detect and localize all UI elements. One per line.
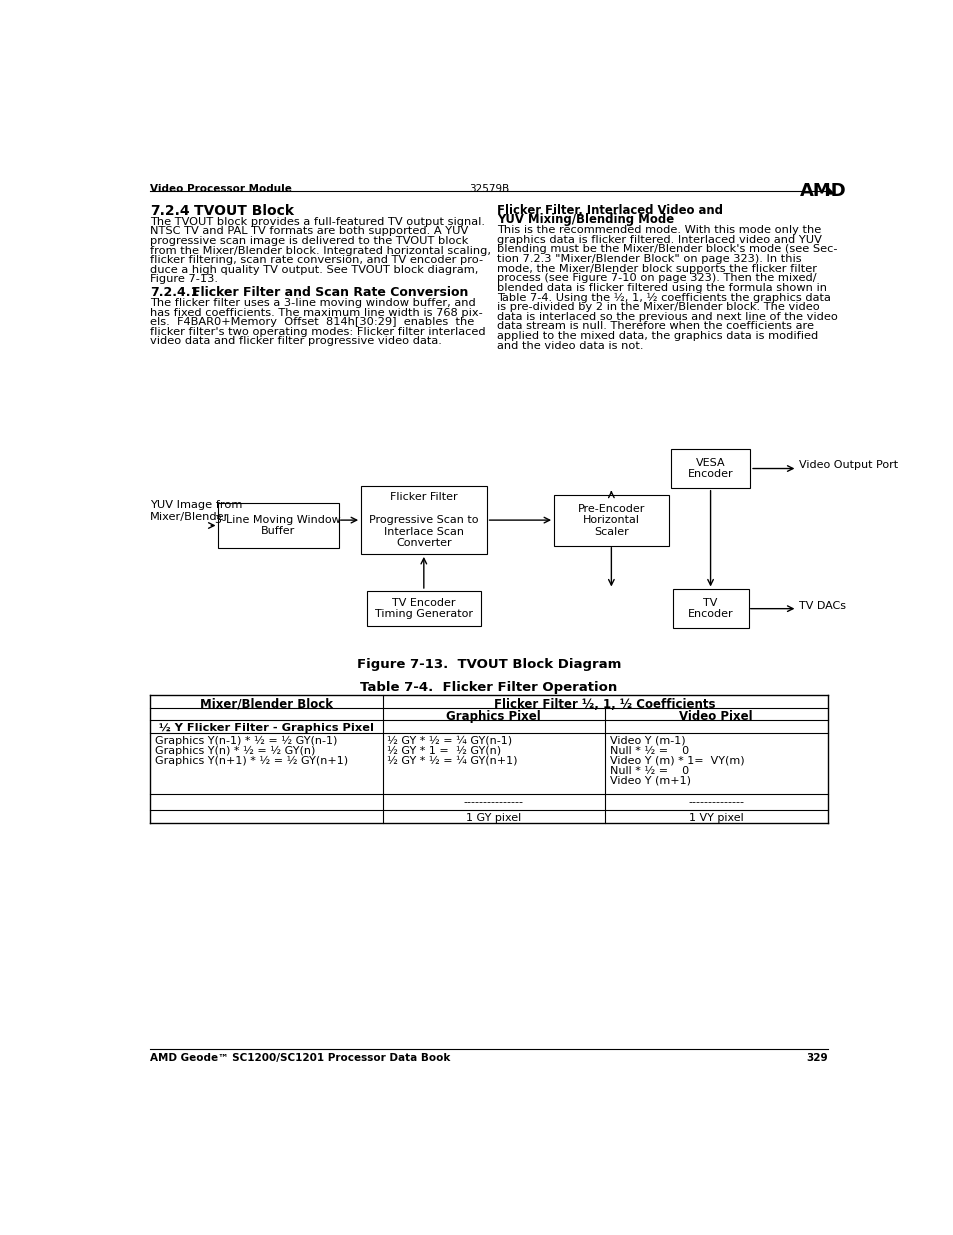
- Text: This is the recommended mode. With this mode only the: This is the recommended mode. With this …: [497, 225, 821, 235]
- Text: graphics data is flicker filtered. Interlaced video and YUV: graphics data is flicker filtered. Inter…: [497, 235, 821, 245]
- Bar: [360, 487, 486, 555]
- Text: flicker filter's two operating modes: Flicker filter interlaced: flicker filter's two operating modes: Fl…: [150, 327, 485, 337]
- Text: ½ Y Flicker Filter - Graphics Pixel: ½ Y Flicker Filter - Graphics Pixel: [159, 722, 374, 732]
- Text: Flicker Filter and Scan Rate Conversion: Flicker Filter and Scan Rate Conversion: [192, 287, 468, 299]
- Text: ◣: ◣: [825, 182, 835, 195]
- Text: Flicker Filter, Interlaced Video and: Flicker Filter, Interlaced Video and: [497, 204, 722, 216]
- Text: --------------: --------------: [687, 798, 743, 808]
- Bar: [367, 592, 480, 626]
- Text: process (see Figure 7-10 on page 323). Then the mixed/: process (see Figure 7-10 on page 323). T…: [497, 273, 816, 283]
- Text: Video Y (m-1): Video Y (m-1): [609, 736, 685, 746]
- Text: Video Output Port: Video Output Port: [798, 461, 897, 471]
- Text: has fixed coefficients. The maximum line width is 768 pix-: has fixed coefficients. The maximum line…: [150, 308, 482, 317]
- Text: duce a high quality TV output. See TVOUT block diagram,: duce a high quality TV output. See TVOUT…: [150, 264, 478, 275]
- Text: AMD: AMD: [799, 182, 845, 200]
- Text: Video Pixel: Video Pixel: [679, 710, 752, 724]
- Text: mode, the Mixer/Blender block supports the flicker filter: mode, the Mixer/Blender block supports t…: [497, 264, 816, 274]
- Text: YUV Image from
Mixer/Blender: YUV Image from Mixer/Blender: [150, 500, 242, 521]
- Text: is pre-divided by 2 in the Mixer/Blender block. The video: is pre-divided by 2 in the Mixer/Blender…: [497, 303, 819, 312]
- Text: Graphics Pixel: Graphics Pixel: [446, 710, 540, 724]
- Text: Null * ½ =    0: Null * ½ = 0: [609, 766, 688, 776]
- Text: 3-Line Moving Window
Buffer: 3-Line Moving Window Buffer: [215, 515, 340, 536]
- Text: data stream is null. Therefore when the coefficients are: data stream is null. Therefore when the …: [497, 321, 813, 331]
- Text: NTSC TV and PAL TV formats are both supported. A YUV: NTSC TV and PAL TV formats are both supp…: [150, 226, 468, 236]
- Text: Figure 7-13.: Figure 7-13.: [150, 274, 218, 284]
- Text: AMD Geode™ SC1200/SC1201 Processor Data Book: AMD Geode™ SC1200/SC1201 Processor Data …: [150, 1053, 450, 1063]
- Text: 1 GY pixel: 1 GY pixel: [465, 813, 520, 823]
- Text: Table 7-4.  Flicker Filter Operation: Table 7-4. Flicker Filter Operation: [360, 680, 617, 694]
- Text: 1 VY pixel: 1 VY pixel: [688, 813, 742, 823]
- Text: tion 7.2.3 "Mixer/Blender Block" on page 323). In this: tion 7.2.3 "Mixer/Blender Block" on page…: [497, 254, 801, 264]
- Text: Pre-Encoder
Horizontal
Scaler: Pre-Encoder Horizontal Scaler: [578, 504, 644, 537]
- Text: TV DACs: TV DACs: [798, 600, 845, 610]
- Text: ---------------: ---------------: [463, 798, 523, 808]
- Text: Graphics Y(n-1) * ½ = ½ GY(n-1): Graphics Y(n-1) * ½ = ½ GY(n-1): [154, 736, 337, 746]
- Text: Flicker Filter ½, 1, ½ Coefficients: Flicker Filter ½, 1, ½ Coefficients: [494, 698, 715, 711]
- Text: Graphics Y(n+1) * ½ = ½ GY(n+1): Graphics Y(n+1) * ½ = ½ GY(n+1): [154, 756, 348, 766]
- Text: 7.2.4.1: 7.2.4.1: [150, 287, 199, 299]
- Text: Mixer/Blender Block: Mixer/Blender Block: [200, 698, 333, 711]
- Bar: [673, 589, 748, 627]
- Text: 329: 329: [805, 1053, 827, 1063]
- Text: 7.2.4: 7.2.4: [150, 204, 190, 217]
- Text: ½ GY * 1 =: ½ GY * 1 =: [387, 746, 449, 756]
- Text: from the Mixer/Blender block. Integrated horizontal scaling,: from the Mixer/Blender block. Integrated…: [150, 246, 491, 256]
- Text: blending must be the Mixer/Blender block's mode (see Sec-: blending must be the Mixer/Blender block…: [497, 245, 837, 254]
- Text: blended data is flicker filtered using the formula shown in: blended data is flicker filtered using t…: [497, 283, 826, 293]
- Bar: [554, 495, 668, 546]
- Text: Table 7-4. Using the ½, 1, ½ coefficients the graphics data: Table 7-4. Using the ½, 1, ½ coefficient…: [497, 293, 830, 303]
- Text: Figure 7-13.  TVOUT Block Diagram: Figure 7-13. TVOUT Block Diagram: [356, 658, 620, 671]
- Text: ½ GY * ½ =: ½ GY * ½ =: [387, 756, 453, 766]
- Text: Graphics Y(n) * ½ = ½ GY(n): Graphics Y(n) * ½ = ½ GY(n): [154, 746, 314, 756]
- Text: YUV Mixing/Blending Mode: YUV Mixing/Blending Mode: [497, 214, 673, 226]
- Text: Video Y (m+1): Video Y (m+1): [609, 776, 690, 785]
- Bar: [670, 450, 749, 488]
- Text: Null * ½ =    0: Null * ½ = 0: [609, 746, 688, 756]
- Text: data is interlaced so the previous and next line of the video: data is interlaced so the previous and n…: [497, 311, 837, 322]
- Text: VESA
Encoder: VESA Encoder: [687, 458, 733, 479]
- Text: Flicker Filter

Progressive Scan to
Interlace Scan
Converter: Flicker Filter Progressive Scan to Inter…: [369, 492, 478, 548]
- Text: progressive scan image is delivered to the TVOUT block: progressive scan image is delivered to t…: [150, 236, 468, 246]
- Text: and the video data is not.: and the video data is not.: [497, 341, 642, 351]
- Text: ½ GY * ½ =: ½ GY * ½ =: [387, 736, 453, 746]
- Text: TVOUT Block: TVOUT Block: [194, 204, 294, 217]
- Text: Video Processor Module: Video Processor Module: [150, 184, 292, 194]
- Bar: [218, 503, 338, 548]
- Text: ¼ GY(n+1): ¼ GY(n+1): [456, 756, 517, 766]
- Text: The TVOUT block provides a full-featured TV output signal.: The TVOUT block provides a full-featured…: [150, 216, 485, 227]
- Text: applied to the mixed data, the graphics data is modified: applied to the mixed data, the graphics …: [497, 331, 817, 341]
- Text: The flicker filter uses a 3-line moving window buffer, and: The flicker filter uses a 3-line moving …: [150, 298, 476, 308]
- Text: 32579B: 32579B: [468, 184, 509, 194]
- Text: els.  F4BAR0+Memory  Offset  814h[30:29]  enables  the: els. F4BAR0+Memory Offset 814h[30:29] en…: [150, 317, 474, 327]
- Text: video data and flicker filter progressive video data.: video data and flicker filter progressiv…: [150, 336, 441, 347]
- Text: ½ GY(n): ½ GY(n): [456, 746, 501, 756]
- Text: flicker filtering, scan rate conversion, and TV encoder pro-: flicker filtering, scan rate conversion,…: [150, 256, 483, 266]
- Text: TV
Encoder: TV Encoder: [687, 598, 733, 620]
- Text: TV Encoder
Timing Generator: TV Encoder Timing Generator: [375, 598, 473, 620]
- Text: Video Y (m) * 1=  VY(m): Video Y (m) * 1= VY(m): [609, 756, 743, 766]
- Text: ¼ GY(n-1): ¼ GY(n-1): [456, 736, 512, 746]
